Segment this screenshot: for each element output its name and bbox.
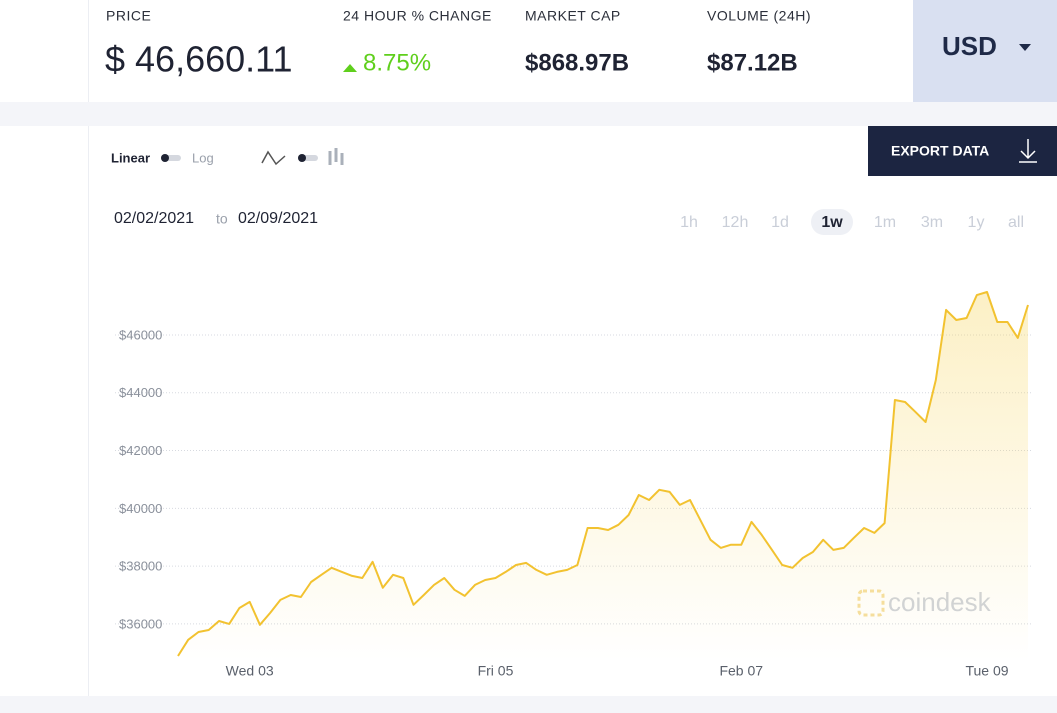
y-tick-label: $40000 bbox=[119, 501, 162, 516]
export-button[interactable] bbox=[868, 126, 1057, 176]
y-tick-label: $38000 bbox=[119, 559, 162, 574]
range-button[interactable]: 1h bbox=[680, 214, 698, 231]
range-button[interactable]: 3m bbox=[921, 214, 943, 231]
price-line bbox=[177, 291, 1029, 657]
area-fill bbox=[178, 292, 1028, 660]
change-label: 24 HOUR % CHANGE bbox=[343, 8, 492, 24]
y-tick-label: $42000 bbox=[119, 443, 162, 458]
range-button[interactable]: 12h bbox=[722, 214, 749, 231]
range-button[interactable]: 1w bbox=[821, 214, 843, 231]
dropdown-caret bbox=[1019, 44, 1031, 51]
footer-band bbox=[0, 696, 1057, 713]
header-border bbox=[88, 0, 89, 102]
range-selected-bg bbox=[811, 209, 853, 235]
up-arrow bbox=[343, 64, 357, 72]
volume-label: VOLUME (24H) bbox=[707, 8, 811, 24]
market-cap-label: MARKET CAP bbox=[525, 8, 621, 24]
date-from[interactable]: 02/02/2021 bbox=[114, 210, 194, 227]
range-button[interactable]: 1y bbox=[968, 214, 985, 231]
log-option[interactable]: Log bbox=[192, 150, 214, 165]
toggle-knob bbox=[298, 154, 306, 162]
candle-icon[interactable] bbox=[328, 148, 344, 165]
x-tick-label: Wed 03 bbox=[226, 663, 274, 679]
separator bbox=[0, 102, 1057, 126]
card-border bbox=[88, 126, 89, 696]
y-tick-label: $44000 bbox=[119, 385, 162, 400]
range-button[interactable]: all bbox=[1008, 214, 1024, 231]
x-tick-label: Feb 07 bbox=[719, 663, 763, 679]
volume: $87.12B bbox=[707, 49, 798, 76]
date-to[interactable]: 02/09/2021 bbox=[238, 210, 318, 227]
toggle-knob bbox=[161, 154, 169, 162]
range-button[interactable]: 1d bbox=[771, 214, 789, 231]
date-to-word: to bbox=[216, 211, 228, 227]
currency[interactable]: USD bbox=[942, 31, 997, 61]
range-button[interactable]: 1m bbox=[874, 214, 896, 231]
linear-option[interactable]: Linear bbox=[111, 150, 150, 165]
download-icon bbox=[1019, 139, 1037, 163]
x-tick-label: Tue 09 bbox=[965, 663, 1008, 679]
change: 8.75% bbox=[363, 49, 431, 76]
currency-select[interactable] bbox=[913, 0, 1057, 102]
x-tick-label: Fri 05 bbox=[478, 663, 514, 679]
export-label[interactable]: EXPORT DATA bbox=[891, 143, 989, 159]
price-label: PRICE bbox=[106, 8, 151, 24]
y-tick-label: $46000 bbox=[119, 327, 162, 342]
line-icon[interactable] bbox=[261, 150, 286, 166]
market-cap: $868.97B bbox=[525, 49, 629, 76]
y-tick-label: $36000 bbox=[119, 616, 162, 631]
price: $ 46,660.11 bbox=[105, 39, 293, 80]
